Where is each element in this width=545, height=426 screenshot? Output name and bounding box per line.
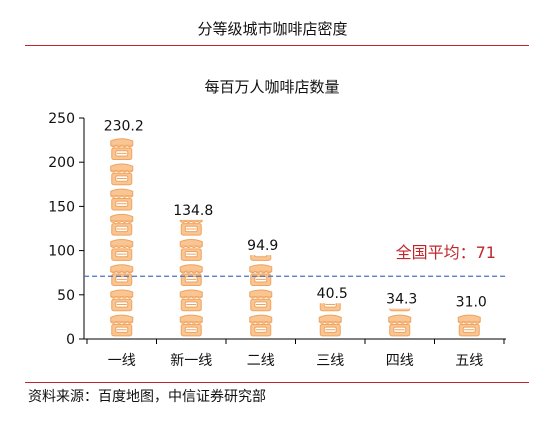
y-tick-label: 200: [48, 155, 75, 171]
source-note: 资料来源：百度地图，中信证券研究部: [28, 389, 266, 405]
coffee-shop-icon: [389, 308, 411, 312]
x-tick-label: 四线: [386, 353, 414, 369]
coffee-shop-icon: [110, 289, 134, 312]
value-label: 134.8: [173, 203, 213, 219]
coffee-shop-icon: [319, 303, 341, 312]
y-tick-label: 250: [48, 111, 75, 127]
value-label: 230.2: [104, 119, 144, 135]
coffee-shop-icon: [249, 264, 273, 287]
coffee-shop-icon: [388, 314, 412, 337]
coffee-shop-icon: [179, 239, 203, 261]
coffee-shop-icon: [110, 138, 134, 161]
x-tick-label: 一线: [108, 353, 136, 369]
coffee-density-chart: 每百万人咖啡店数量 230.2 一线 134.8 新一线 94.9 二线 40.5 三线 34.3…: [48, 78, 506, 369]
coffee-shop-icon: [250, 255, 272, 261]
top-divider: [25, 45, 529, 46]
y-tick-label: 0: [66, 332, 75, 348]
coffee-shop-icon: [110, 213, 134, 236]
coffee-shop-icon: [179, 219, 203, 236]
coffee-shop-icon: [179, 314, 203, 337]
bar-五线: [457, 314, 481, 337]
coffee-shop-icon: [110, 264, 134, 287]
coffee-shop-icon: [110, 163, 134, 186]
bar-三线: [318, 303, 342, 337]
value-label: 40.5: [317, 286, 348, 302]
bar-新一线: [179, 219, 203, 337]
average-label: 全国平均：71: [396, 243, 496, 262]
value-label: 31.0: [456, 295, 487, 311]
coffee-shop-icon: [249, 289, 273, 312]
x-tick-label: 新一线: [170, 353, 212, 369]
y-tick-label: 100: [48, 244, 75, 260]
coffee-shop-icon: [249, 314, 273, 337]
coffee-shop-icon: [457, 314, 481, 337]
coffee-shop-icon: [110, 314, 134, 337]
chart-title: 每百万人咖啡店数量: [204, 78, 339, 96]
x-tick-label: 五线: [455, 353, 483, 369]
coffee-shop-icon: [110, 188, 134, 211]
x-tick-label: 二线: [247, 353, 275, 369]
bar-四线: [388, 308, 412, 337]
bar-二线: [249, 255, 273, 337]
value-label: 34.3: [386, 292, 417, 308]
coffee-shop-icon: [179, 289, 203, 312]
bottom-divider: [25, 382, 529, 383]
x-tick-label: 三线: [316, 353, 344, 369]
y-tick-label: 50: [57, 288, 75, 304]
figure-title: 分等级城市咖啡店密度: [197, 20, 348, 38]
coffee-shop-icon: [110, 239, 134, 261]
coffee-shop-icon: [179, 264, 203, 287]
coffee-shop-icon: [318, 314, 342, 337]
y-tick-label: 150: [48, 199, 75, 215]
value-label: 94.9: [247, 238, 278, 254]
bar-一线: [110, 138, 134, 337]
